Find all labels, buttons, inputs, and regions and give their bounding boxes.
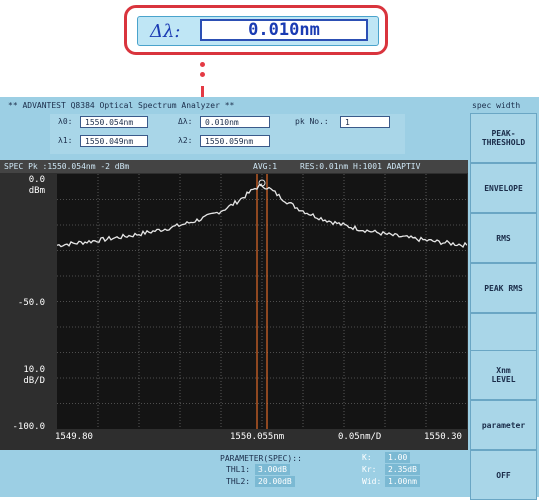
x-center-label: 1550.055nm [230,432,285,442]
parameter-button[interactable]: parameter [470,400,537,450]
spectrum-plot[interactable] [56,174,468,429]
kr-value: 2.35dB [385,464,420,475]
peak-status: SPEC Pk :1550.054nm -2 dBm [4,162,130,171]
peak-number-field[interactable]: 1 [340,116,390,128]
thl2-label: THL2: [226,477,251,486]
lambda1-label: λ1: [58,136,73,145]
peak-number-label: pk No.: [295,117,329,126]
status-bar: SPEC Pk :1550.054nm -2 dBm AVG:1 RES:0.0… [0,160,468,173]
envelope-button[interactable]: ENVELOPE [470,163,537,213]
chart-area: SPEC Pk :1550.054nm -2 dBm AVG:1 RES:0.0… [0,160,468,450]
softkey-menu-title: spec width [472,101,521,110]
y-mid-label: -50.0 [17,298,45,308]
lambda1-field[interactable]: 1550.049nm [80,135,148,147]
callout-value: 0.010nm [200,19,368,41]
rms-button[interactable]: RMS [470,213,537,263]
peak-marker [258,179,266,187]
connector-dot [200,62,205,67]
resolution-status: RES:0.01nm H:1001 ADAPTIV [300,162,421,171]
window-title: ** ADVANTEST Q8384 Optical Spectrum Anal… [8,101,235,110]
xnm-level-button[interactable]: Xnm LEVEL [470,350,537,400]
callout-symbol: Δλ: [150,21,181,42]
y-scale-unit: dB/D [23,376,45,386]
parameter-panel: λ0: 1550.054nm Δλ: 0.010nm pk No.: 1 λ1:… [50,114,405,154]
spectrum-svg [56,174,468,429]
wid-label: Wid: [362,477,382,486]
y-bottom-label: -100.0 [12,422,45,432]
delta-lambda-callout: Δλ: 0.010nm [124,5,388,55]
kr-label: Kr: [362,465,377,474]
off-button[interactable]: OFF [470,450,537,500]
y-scale-label: 10.0 [23,365,45,375]
peak-rms-button[interactable]: PEAK RMS [470,263,537,313]
x-start-label: 1549.80 [55,432,93,442]
k-value: 1.00 [385,452,411,463]
callout-field: Δλ: 0.010nm [137,16,379,46]
delta-lambda-field[interactable]: 0.010nm [200,116,270,128]
lambda2-label: λ2: [178,136,193,145]
x-span-label: 0.05nm/D [338,432,382,442]
thl1-label: THL1: [226,465,251,474]
lambda0-label: λ0: [58,117,73,126]
y-unit-label: dBm [28,186,45,196]
parameter-title: PARAMETER(SPEC):: [220,454,302,463]
thl2-value: 20.00dB [255,476,295,487]
lambda0-field[interactable]: 1550.054nm [80,116,148,128]
avg-status: AVG:1 [253,162,278,171]
delta-lambda-label: Δλ: [178,117,193,126]
y-top-label: 0.0 [28,175,45,185]
plot-grid [57,174,467,429]
lambda2-field[interactable]: 1550.059nm [200,135,270,147]
wid-value: 1.00nm [385,476,420,487]
connector-dot [200,72,205,77]
connector-line [201,86,204,102]
k-label: K: [362,453,372,462]
x-end-label: 1550.30 [424,432,462,442]
analyzer-screen: ** ADVANTEST Q8384 Optical Spectrum Anal… [0,97,539,500]
thl1-value: 3.00dB [255,464,290,475]
parameter-summary: PARAMETER(SPEC):: THL1: 3.00dB THL2: 20.… [0,452,468,497]
peak-threshold-button[interactable]: PEAK- THRESHOLD [470,113,537,163]
